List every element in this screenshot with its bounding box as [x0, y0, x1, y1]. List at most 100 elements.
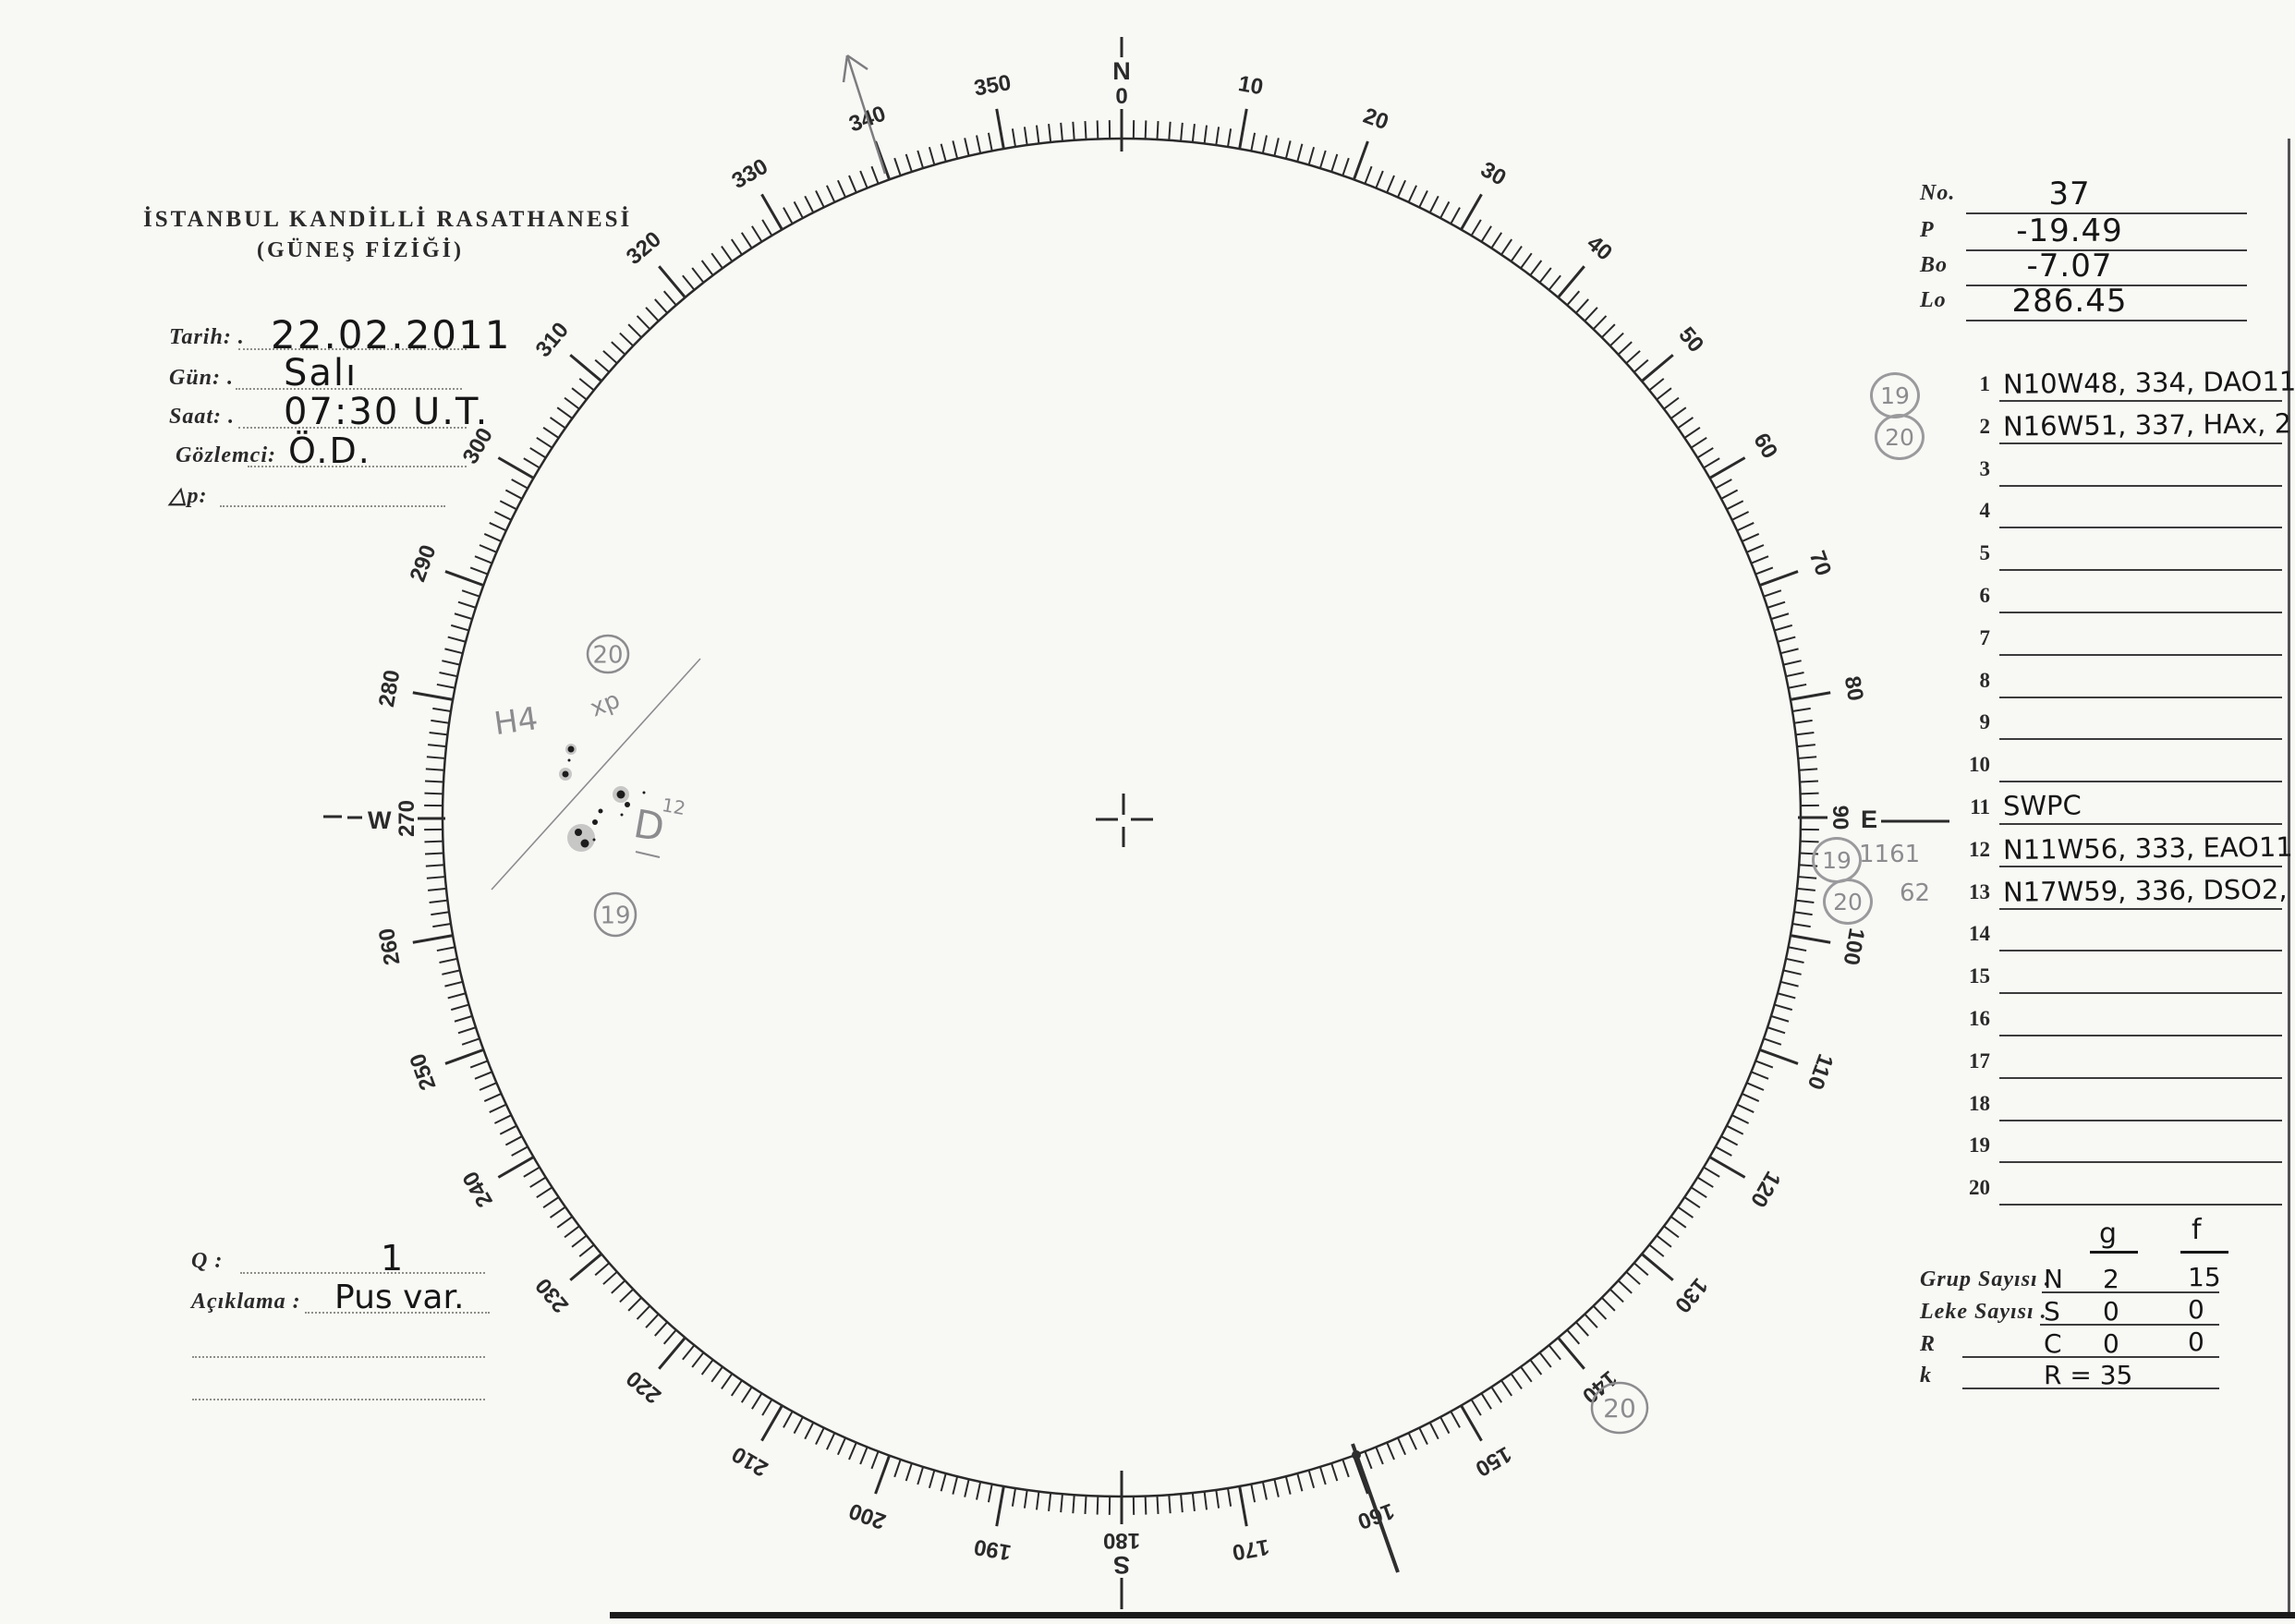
quality-label: Q : — [191, 1249, 224, 1273]
degree-tick — [489, 522, 507, 532]
degree-tick — [1386, 1442, 1395, 1460]
ephemeris-label: No. — [1920, 181, 1956, 205]
degree-tick — [1352, 1455, 1369, 1495]
degree-tick — [1439, 200, 1451, 219]
degree-tick — [1168, 1495, 1172, 1514]
degree-tick — [1470, 1399, 1482, 1416]
summary-hand-letter: S — [2044, 1296, 2060, 1327]
degree-tick — [489, 1103, 507, 1113]
dial-degree-label: 260 — [374, 927, 406, 967]
degree-tick — [905, 153, 913, 173]
degree-tick — [1677, 417, 1694, 430]
dial-degree-label: 330 — [728, 154, 772, 194]
degree-tick — [1284, 1475, 1292, 1495]
degree-tick — [1490, 232, 1503, 249]
sunspot-umbra — [598, 808, 603, 814]
degree-tick — [1785, 957, 1804, 963]
degree-tick — [493, 511, 512, 521]
degree-tick — [536, 436, 553, 449]
degree-tick — [1557, 1337, 1585, 1370]
degree-tick — [1683, 426, 1701, 439]
degree-tick — [1203, 1491, 1208, 1510]
group-row-line — [1999, 1077, 2282, 1079]
degree-tick — [1796, 744, 1815, 748]
group-row-line — [1999, 908, 2282, 910]
dial-degree-label: 320 — [622, 227, 666, 270]
degree-tick — [1490, 1386, 1503, 1403]
group-row-number: 13 — [1969, 880, 1990, 903]
pencil-north-arrow — [845, 55, 887, 175]
info-field-line — [238, 348, 467, 350]
degree-tick — [928, 146, 936, 165]
info-field-label: △p: — [169, 484, 208, 508]
degree-tick — [1156, 1495, 1160, 1515]
degree-tick — [1746, 544, 1765, 553]
cardinal-east-label: E — [1861, 806, 1877, 833]
degree-tick — [1799, 780, 1819, 783]
degree-tick — [1538, 1351, 1552, 1368]
degree-tick — [424, 780, 444, 783]
group-row-number: 11 — [1970, 795, 1990, 818]
degree-tick — [1751, 555, 1769, 564]
degree-tick — [444, 1048, 484, 1065]
degree-tick — [761, 219, 773, 236]
degree-tick — [917, 150, 925, 169]
group-row-line — [1999, 866, 2282, 867]
degree-tick — [804, 195, 815, 213]
degree-tick — [710, 252, 723, 269]
group-entry: SWPC — [2002, 789, 2082, 822]
degree-tick — [499, 1124, 517, 1135]
degree-tick — [1330, 1462, 1339, 1482]
dial-degree-label: 10 — [1236, 71, 1265, 100]
degree-tick — [1703, 457, 1720, 469]
degree-tick — [1215, 1489, 1220, 1509]
summary-g-value: 2 — [2103, 1264, 2119, 1294]
degree-tick — [815, 1427, 825, 1446]
group-row-number: 10 — [1969, 753, 1990, 776]
degree-tick — [874, 1455, 892, 1495]
dial-zero-label: 0 — [1115, 84, 1127, 109]
ephemeris-line — [1966, 320, 2247, 321]
dial-degree-label: 100 — [1839, 927, 1870, 967]
degree-tick — [454, 1014, 473, 1023]
degree-tick — [1168, 121, 1172, 140]
noaa-region-prefix: 1161 — [1859, 841, 1921, 868]
info-field-label: Gün: . — [169, 366, 235, 390]
summary-header-underline — [2090, 1251, 2138, 1254]
degree-tick — [564, 396, 580, 410]
degree-tick — [469, 1060, 489, 1069]
degree-tick — [1774, 624, 1793, 632]
degree-tick — [893, 157, 902, 176]
degree-tick — [761, 1399, 773, 1416]
degree-tick — [1696, 1176, 1714, 1188]
degree-tick — [523, 457, 540, 469]
degree-tick — [783, 207, 794, 224]
degree-tick — [497, 456, 535, 479]
dial-degree-label: 170 — [1231, 1534, 1271, 1566]
degree-tick — [450, 1003, 469, 1012]
degree-tick — [1742, 533, 1760, 542]
dial-degree-label: 70 — [1804, 548, 1837, 579]
degree-tick — [611, 1279, 626, 1294]
group-row-number: 17 — [1969, 1049, 1990, 1073]
degree-tick — [1428, 195, 1439, 213]
degree-tick — [700, 260, 714, 276]
degree-tick — [1791, 922, 1811, 928]
degree-tick — [1296, 1473, 1304, 1492]
sunspot-umbra — [625, 802, 630, 807]
degree-tick — [444, 570, 484, 588]
degree-tick — [429, 899, 448, 904]
degree-tick — [1759, 1048, 1799, 1065]
degree-tick — [859, 170, 868, 188]
degree-tick — [1617, 1279, 1633, 1294]
degree-tick — [1790, 934, 1831, 944]
degree-tick — [1342, 157, 1350, 176]
degree-tick — [432, 707, 452, 713]
sunspot-umbra — [580, 839, 589, 848]
degree-tick — [654, 298, 668, 314]
degree-tick — [1375, 170, 1384, 188]
group-number-circled: 19 — [1870, 372, 1920, 418]
degree-tick — [523, 1166, 540, 1178]
degree-tick — [1656, 387, 1672, 401]
degree-tick — [428, 744, 447, 748]
